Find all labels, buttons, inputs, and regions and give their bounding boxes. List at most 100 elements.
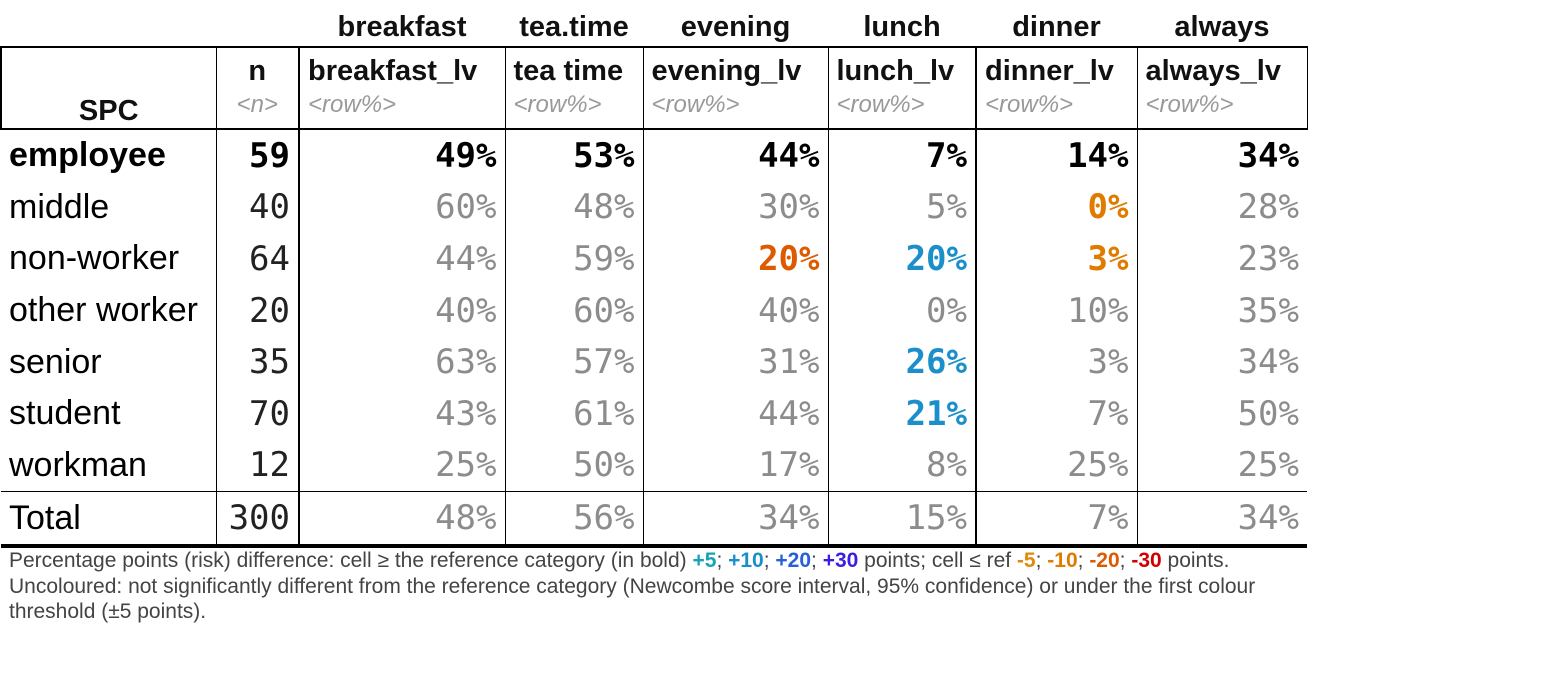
table-row: senior 35 63% 57% 31% 26% 3% 34% <box>1 336 1307 388</box>
col-subtitle: <row%> <box>513 91 602 118</box>
table-cell: 25% <box>298 439 505 492</box>
table-cell: 40% <box>298 284 505 337</box>
table-row: middle 40 60% 48% 30% 5% 0% 28% <box>1 181 1307 234</box>
table-cell: 8% <box>827 439 976 492</box>
table-cell: 25% <box>975 439 1137 492</box>
table-cell: 35% <box>1136 284 1307 337</box>
table-cell: 44% <box>298 233 505 285</box>
table-cell: 34% <box>1136 129 1307 182</box>
row-n: 59 <box>215 129 299 182</box>
col-title: evening_lv <box>651 55 802 87</box>
col-subtitle: <row%> <box>308 91 397 118</box>
col-header-tea-time: tea time <row%> <box>504 46 644 130</box>
table-cell: 49% <box>298 129 505 182</box>
table-cell: 53% <box>504 129 643 182</box>
row-label: Total <box>1 491 216 549</box>
row-label: employee <box>9 136 166 175</box>
table-cell: 50% <box>504 439 643 492</box>
note-text: Percentage points (risk) difference: cel… <box>9 549 693 572</box>
table-cell: 3% <box>975 336 1137 388</box>
note-separator: ; <box>1077 549 1090 572</box>
legend-minus-20: -20 <box>1089 549 1120 572</box>
legend-plus-10: +10 <box>728 549 764 572</box>
row-var-header: SPC <box>0 46 217 130</box>
total-row: Total 300 48% 56% 34% 15% 7% 34% <box>1 491 1307 549</box>
table-cell: 43% <box>298 387 505 440</box>
table-cell: 48% <box>504 181 643 234</box>
col-title: tea time <box>513 55 624 87</box>
spanner-always: always <box>1174 11 1270 43</box>
table-cell: 30% <box>642 181 828 234</box>
table-cell: 0% <box>827 284 976 337</box>
table-row: non-worker 64 44% 59% 20% 20% 3% 23% <box>1 233 1307 285</box>
table-cell: 20% <box>827 233 976 285</box>
table-body: employee 59 49% 53% 44% 7% 14% 34% middle 40 60% 48… <box>1 129 1307 492</box>
table-cell: 25% <box>1136 439 1307 492</box>
note-separator: ; <box>811 549 823 572</box>
col-header-dinner: dinner_lv <row%> <box>975 46 1138 130</box>
table-cell: 59% <box>504 233 643 285</box>
n-header: n <n> <box>215 46 300 130</box>
col-title: always_lv <box>1145 55 1281 87</box>
table-cell: 26% <box>827 336 976 388</box>
note-separator: ; <box>1119 549 1132 572</box>
table-cell: 7% <box>975 387 1137 440</box>
table-cell: 34% <box>1136 336 1307 388</box>
row-label: senior <box>9 342 102 381</box>
row-label: non-worker <box>9 239 180 278</box>
col-subtitle: <row%> <box>651 91 740 118</box>
row-label: other worker <box>9 291 198 330</box>
table-cell: 10% <box>975 284 1137 337</box>
row-n: 40 <box>215 181 299 234</box>
legend-plus-30: +30 <box>822 549 859 572</box>
table-cell: 7% <box>975 491 1137 549</box>
spanner-evening: evening <box>680 11 791 43</box>
table-cell: 5% <box>827 181 976 234</box>
table-cell: 31% <box>642 336 828 388</box>
table-footnote: Percentage points (risk) difference: cel… <box>9 548 1299 625</box>
cross-table: breakfast tea.time evening lunch dinner … <box>0 0 1308 549</box>
table-cell: 60% <box>504 284 643 337</box>
col-header-evening: evening_lv <row%> <box>642 46 829 130</box>
table-cell: 44% <box>642 387 828 440</box>
table-cell: 34% <box>1136 491 1307 549</box>
spanner-breakfast: breakfast <box>337 11 467 43</box>
legend-plus-5: +5 <box>692 549 717 572</box>
legend-minus-10: -10 <box>1047 549 1078 572</box>
table-cell: 44% <box>642 129 828 182</box>
table-cell: 48% <box>298 491 505 549</box>
spanner-tea-time: tea.time <box>519 11 629 43</box>
table-cell: 3% <box>975 233 1137 285</box>
col-title: lunch_lv <box>836 55 955 87</box>
spanner-row: breakfast tea.time evening lunch dinner … <box>1 0 1307 47</box>
legend-plus-20: +20 <box>775 549 812 572</box>
table-cell: 57% <box>504 336 643 388</box>
table-cell: 63% <box>298 336 505 388</box>
row-n: 64 <box>215 233 299 285</box>
note-separator: ; <box>716 549 729 572</box>
note-separator: ; <box>763 549 776 572</box>
row-label: student <box>9 394 121 433</box>
table-cell: 56% <box>504 491 643 549</box>
row-n: 20 <box>215 284 299 337</box>
table-cell: 7% <box>827 129 976 182</box>
n-subtitle: <n> <box>236 91 278 118</box>
table-row: student 70 43% 61% 44% 21% 7% 50% <box>1 387 1307 440</box>
col-header-lunch: lunch_lv <row%> <box>827 46 977 130</box>
table-cell: 0% <box>975 181 1137 234</box>
note-separator: ; <box>1035 549 1048 572</box>
row-n: 12 <box>215 439 299 492</box>
table-row: other worker 20 40% 60% 40% 0% 10% 35% <box>1 284 1307 337</box>
row-label: middle <box>9 187 110 226</box>
table-cell: 21% <box>827 387 976 440</box>
spanner-dinner: dinner <box>1012 11 1101 43</box>
table-cell: 14% <box>975 129 1137 182</box>
note-text: points; cell ≤ ref <box>858 549 1017 572</box>
col-title: dinner_lv <box>985 55 1114 87</box>
table-cell: 28% <box>1136 181 1307 234</box>
table-row: employee 59 49% 53% 44% 7% 14% 34% <box>1 129 1307 182</box>
legend-minus-5: -5 <box>1016 549 1036 572</box>
col-header-breakfast: breakfast_lv <row%> <box>298 46 506 130</box>
table-cell: 23% <box>1136 233 1307 285</box>
table-cell: 20% <box>642 233 828 285</box>
